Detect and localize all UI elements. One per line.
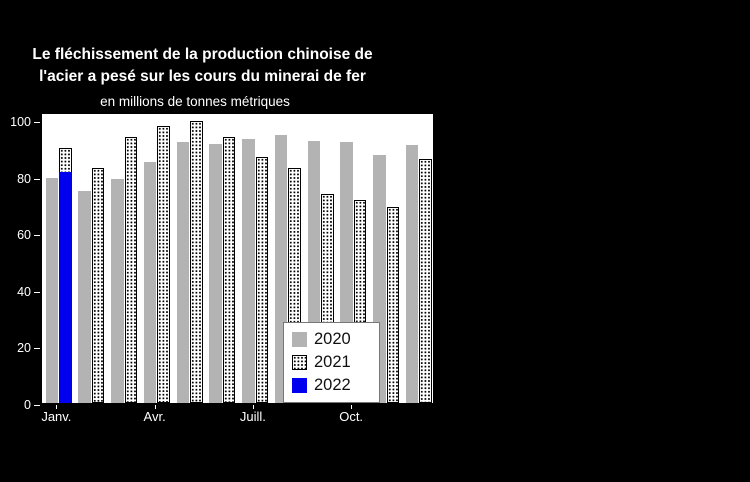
y-tick-mark-20 (34, 348, 40, 350)
y-tick-label-20: 20 (17, 341, 31, 356)
bar-2020-janv (45, 178, 58, 403)
legend-item-2021: 2021 (292, 351, 371, 374)
legend: 2020 2021 2022 (283, 322, 380, 403)
x-tick-label-juill: Juill. (239, 409, 266, 424)
x-tick-label-oct: Oct. (339, 409, 364, 424)
chart-title-line2: l'acier a pesé sur les cours du minerai … (39, 68, 366, 86)
x-tick-mark-oct (351, 405, 353, 409)
y-axis-line (40, 114, 42, 405)
legend-label-2021: 2021 (314, 353, 351, 372)
legend-swatch-2021 (292, 355, 307, 370)
bar-2020-déc (405, 144, 419, 403)
bar-2020-févr (78, 191, 91, 403)
y-tick-label-60: 60 (17, 228, 31, 243)
bar-2021-mai (190, 121, 203, 403)
legend-swatch-2020 (292, 332, 307, 347)
y-tick-label-100: 100 (10, 115, 31, 129)
x-axis-line (40, 403, 433, 405)
bar-2021-nov (386, 206, 399, 403)
chart-title-line1: Le fléchissement de la production chinoi… (32, 46, 373, 63)
bar-2020-juill (242, 138, 255, 403)
y-tick-mark-0 (34, 405, 40, 406)
y-tick-mark-80 (34, 178, 40, 180)
x-tick-mark-avr (154, 405, 156, 409)
y-tick-mark-60 (34, 235, 40, 237)
x-tick-label-avr: Avr. (143, 409, 166, 424)
bar-2022-janv (59, 171, 72, 403)
bar-2021-déc (419, 159, 432, 403)
y-tick-mark-100 (34, 122, 40, 123)
bar-2020-juin (209, 143, 222, 403)
chart-subtitle: en millions de tonnes métriques (100, 94, 290, 109)
y-tick-label-40: 40 (17, 284, 31, 299)
bar-2021-avr (157, 125, 170, 403)
bar-2021-mars (124, 136, 137, 403)
x-tick-mark-juill (252, 405, 254, 409)
plot-area (40, 114, 433, 405)
bar-2021-juin (222, 137, 236, 403)
bar-2020-mai (176, 141, 189, 403)
bar-2020-mars (111, 179, 124, 403)
legend-item-2022: 2022 (292, 374, 371, 397)
y-tick-label-80: 80 (17, 171, 31, 186)
chart-title: Le fléchissement de la production chinoi… (0, 44, 405, 89)
bar-2021-juill (255, 157, 268, 403)
bar-2020-avr (143, 162, 157, 403)
y-tick-label-0: 0 (24, 398, 31, 412)
legend-label-2022: 2022 (314, 376, 351, 395)
bar-2021-févr (91, 168, 105, 403)
x-tick-label-janv: Janv. (41, 409, 72, 424)
legend-swatch-2022 (292, 378, 307, 393)
x-tick-mark-janv (56, 405, 58, 409)
legend-item-2020: 2020 (292, 328, 371, 351)
legend-label-2020: 2020 (314, 330, 351, 349)
y-tick-mark-40 (34, 291, 40, 293)
